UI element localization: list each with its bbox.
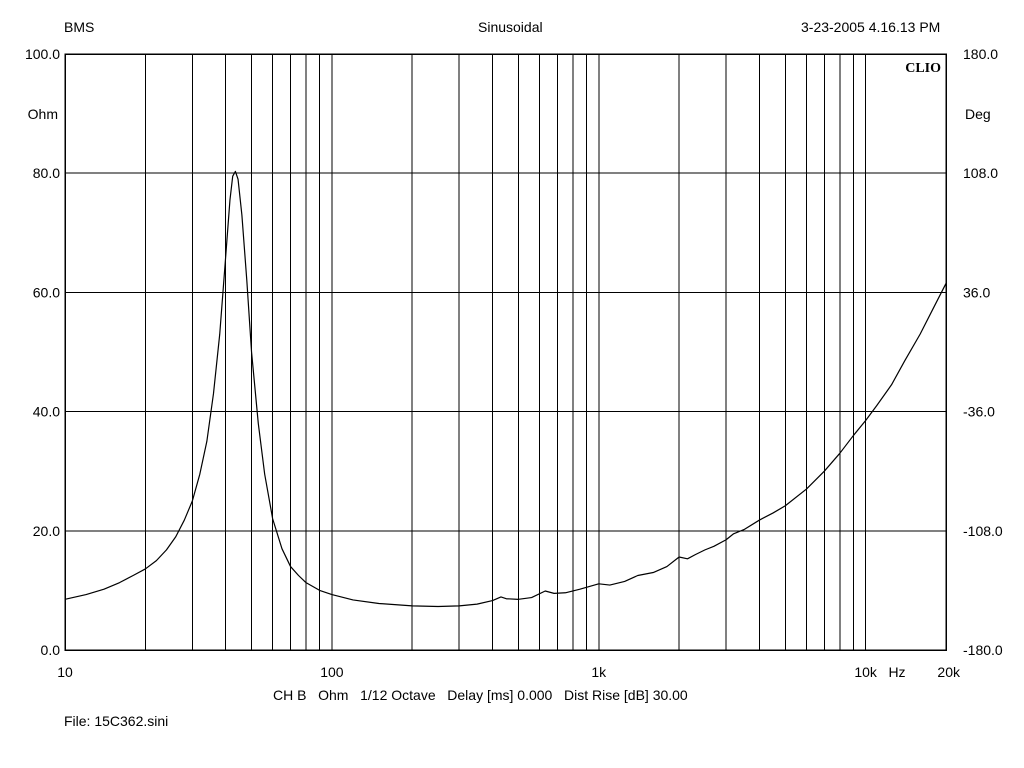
header-timestamp: 3-23-2005 4.16.13 PM — [801, 19, 941, 35]
header-title: Sinusoidal — [478, 19, 543, 35]
impedance-curve — [64, 170, 947, 608]
y2-tick-label: -180.0 — [963, 642, 1003, 658]
header-left-label: BMS — [64, 19, 95, 35]
y-tick-label: 0.0 — [41, 642, 61, 658]
x-tick-label: 20k — [937, 664, 961, 680]
y2-tick-label: -108.0 — [963, 523, 1003, 539]
y2-axis-label: Deg — [965, 106, 991, 122]
y-tick-label: 40.0 — [33, 404, 60, 420]
y2-tick-label: 36.0 — [963, 284, 990, 300]
footer-file: File: 15C362.sini — [64, 713, 169, 729]
y-tick-label: 60.0 — [33, 284, 60, 300]
x-tick-label: 10 — [57, 664, 73, 680]
x-tick-label: 10k — [854, 664, 878, 680]
y2-tick-label: 180.0 — [963, 46, 998, 62]
footer-settings: CH B Ohm 1/12 Octave Delay [ms] 0.000 Di… — [273, 687, 688, 703]
y-tick-label: 100.0 — [25, 46, 60, 62]
plot-frame — [64, 53, 947, 651]
y2-tick-label: 108.0 — [963, 165, 998, 181]
clio-brand-label: CLIO — [905, 61, 941, 76]
y-tick-label: 80.0 — [33, 165, 60, 181]
x-tick-label: 1k — [591, 664, 607, 680]
y2-tick-label: -36.0 — [963, 404, 995, 420]
x-axis-label: Hz — [888, 664, 905, 680]
y-tick-label: 20.0 — [33, 523, 60, 539]
x-tick-label: 100 — [320, 664, 344, 680]
y-axis-label: Ohm — [28, 106, 58, 122]
